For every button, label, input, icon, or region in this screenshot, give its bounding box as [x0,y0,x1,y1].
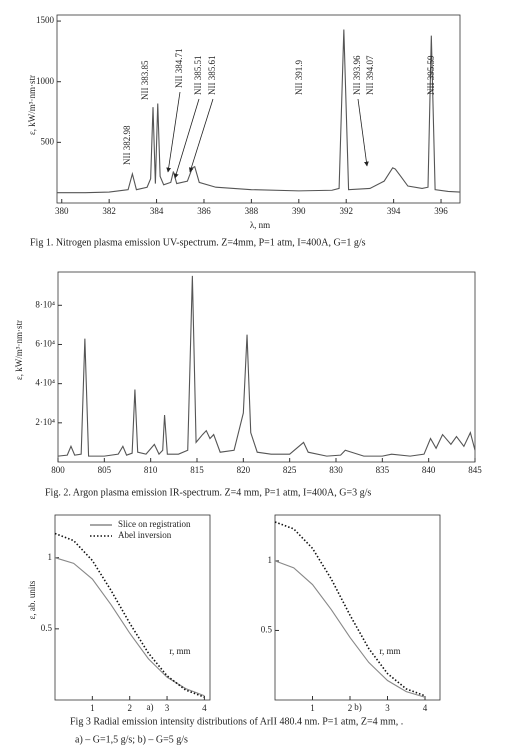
x-tick-label: 830 [329,465,343,475]
x-tick-label: 2 [348,703,353,713]
y-tick-label: 6·10⁴ [35,339,55,349]
y-tick-label: 1000 [36,76,55,86]
subfigure-label: a) [147,702,154,712]
x-tick-label: 394 [387,206,401,216]
y-tick-label: 500 [41,136,55,146]
figure-caption: a) – G=1,5 g/s; b) – G=5 g/s [75,734,188,745]
data-line [54,557,205,697]
x-tick-label: 2 [127,703,132,713]
x-tick-label: 386 [197,206,211,216]
y-tick-label: 1 [48,552,53,562]
x-tick-label: 1 [310,703,315,713]
x-tick-label: 380 [55,206,69,216]
annotation-arrow [166,91,181,173]
annotation-arrow [189,98,214,173]
x-tick-label: 4 [423,703,428,713]
y-tick-label: 8·10⁴ [35,299,55,309]
y-tick-label: 4·10⁴ [35,378,55,388]
x-tick-label: 805 [98,465,112,475]
legend-label: Abel inversion [118,530,172,540]
x-axis-label: r, mm [169,646,190,656]
y-tick-label: 2·10⁴ [35,417,55,427]
x-tick-label: 392 [339,206,353,216]
data-line [54,532,205,698]
y-axis-label: ε, kW/m³·nm·str [27,75,37,135]
data-line [57,29,461,194]
x-tick-label: 4 [202,703,207,713]
x-tick-label: 3 [385,703,390,713]
line-annotation: NII 385.61 [207,56,217,96]
line-annotation: NII 384.71 [174,49,184,89]
line-annotation: NII 393.96 [352,55,362,95]
line-annotation: NII 382.98 [122,125,132,165]
line-annotation: NII 394.07 [365,55,375,95]
y-tick-label: 1500 [36,15,55,25]
subfigure-label: b) [354,702,362,712]
x-tick-label: 1 [90,703,95,713]
figure-caption: Fig. 2. Argon plasma emission IR-spectru… [45,487,371,498]
annotation-arrow [173,98,200,179]
legend-label: Slice on registration [118,519,191,529]
x-tick-label: 835 [376,465,390,475]
annotation-arrow [357,98,369,167]
data-line [274,521,426,697]
figure-caption: Fig 1. Nitrogen plasma emission UV-spect… [30,237,366,248]
y-tick-label: 0.5 [261,625,273,635]
plot-frame [57,271,476,463]
y-axis-label: ε, ab. units [27,580,37,619]
x-tick-label: 382 [102,206,116,216]
x-tick-label: 388 [245,206,259,216]
x-tick-label: 825 [283,465,297,475]
data-line [57,275,476,457]
line-annotation: NII 383.85 [140,60,150,100]
x-tick-label: 3 [165,703,170,713]
figure-caption: Fig 3 Radial emission intensity distribu… [70,716,403,727]
x-tick-label: 384 [150,206,164,216]
x-tick-label: 396 [434,206,448,216]
x-tick-label: 800 [51,465,65,475]
line-annotation: NII 395.59 [426,55,436,95]
x-tick-label: 820 [237,465,251,475]
x-axis-label: λ, nm [250,220,270,230]
line-annotation: NII 385.51 [193,56,203,96]
x-tick-label: 810 [144,465,158,475]
plot-frame [54,514,211,701]
y-axis-label: ε, kW/m³·nm·str [14,320,24,380]
line-annotation: NII 391.9 [294,60,304,95]
y-tick-label: 1 [268,555,273,565]
plot-frame [274,514,441,701]
x-tick-label: 840 [422,465,436,475]
y-tick-label: 0.5 [41,623,53,633]
x-axis-label: r, mm [379,646,400,656]
x-tick-label: 390 [292,206,306,216]
x-tick-label: 845 [468,465,482,475]
data-line [274,560,426,698]
x-tick-label: 815 [190,465,204,475]
plot-frame [56,14,461,204]
